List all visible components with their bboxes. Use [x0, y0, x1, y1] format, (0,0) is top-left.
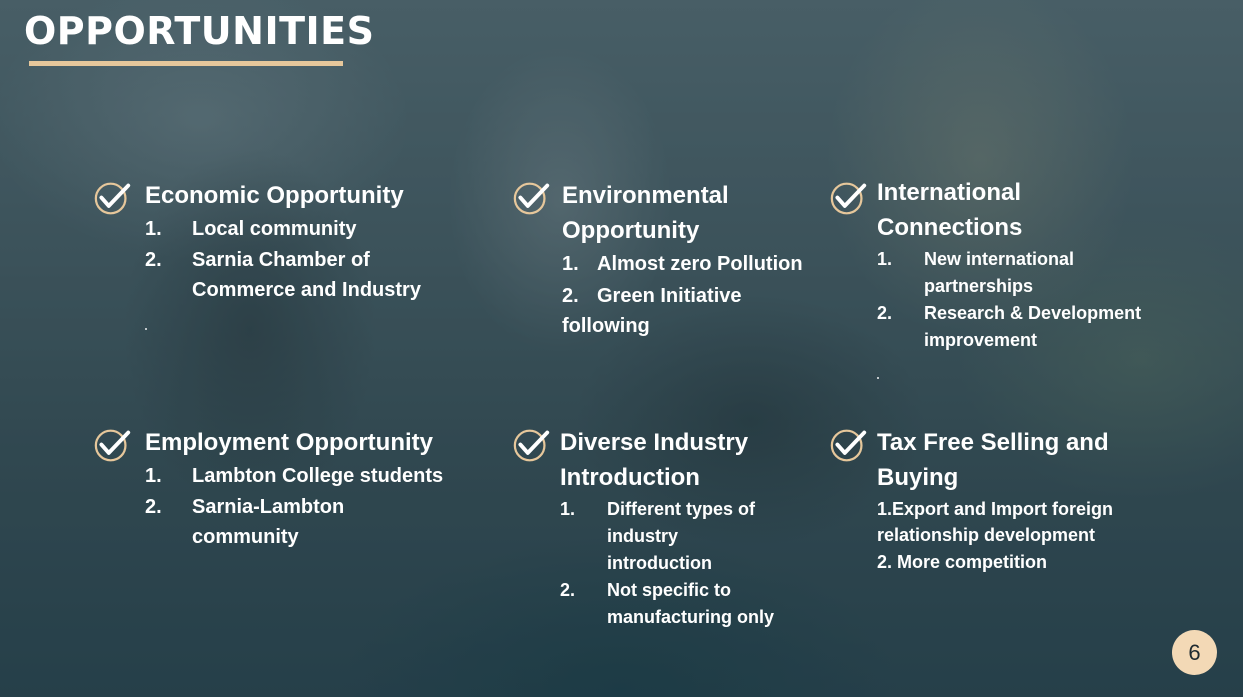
list-number: 2.	[562, 285, 579, 307]
opportunity-employment: Employment Opportunity 1. Lambton Colleg…	[94, 425, 474, 555]
list-number: 2.	[145, 496, 162, 518]
opportunity-list: 1.Export and Import foreign relationship…	[877, 496, 1137, 576]
stray-dot	[145, 328, 147, 330]
opportunity-list: 1. Lambton College students 2. Sarnia-La…	[145, 461, 465, 552]
check-circle-icon	[513, 182, 550, 215]
list-item: 1.Export and Import foreign relationship…	[877, 496, 1137, 548]
list-text: Sarnia-Lambton community	[192, 496, 345, 548]
list-item: 2. Research & Development improvement	[877, 300, 1162, 354]
list-text: 2. More competition	[877, 552, 1048, 572]
list-text: Almost zero Pollution	[597, 253, 803, 275]
list-number: 1.	[562, 253, 579, 275]
stray-dot	[877, 377, 879, 379]
list-item: 1. Different types of industry introduct…	[560, 496, 820, 577]
check-circle-icon	[830, 429, 867, 462]
opportunity-diverse-industry: Diverse Industry Introduction 1. Differe…	[513, 425, 823, 635]
list-text: Not specific to manufacturing only	[607, 580, 775, 627]
list-item: 2. Not specific to manufacturing only	[560, 577, 820, 631]
list-number: 2.	[877, 303, 893, 323]
opportunity-heading: Environmental Opportunity	[562, 182, 729, 244]
list-text: Green Initiative following	[562, 285, 742, 337]
list-item: 2. Green Initiative following	[562, 281, 762, 341]
opportunity-economic: Economic Opportunity 1. Local community …	[94, 178, 474, 338]
opportunity-heading: Employment Opportunity	[145, 429, 433, 456]
list-item: 1. Lambton College students	[145, 461, 465, 491]
opportunity-list: 1. New international partnerships 2. Res…	[877, 246, 1162, 354]
list-item: 1. Almost zero Pollution	[562, 249, 822, 279]
list-text: Sarnia Chamber of Commerce and Industry	[192, 249, 421, 301]
list-text: Local community	[192, 218, 357, 240]
list-item: 1. Local community	[145, 214, 465, 244]
list-number: 1.	[145, 218, 162, 240]
check-circle-icon	[513, 429, 550, 462]
list-number: 2.	[560, 580, 576, 600]
opportunity-list: 1. Different types of industry introduct…	[560, 496, 820, 631]
list-text: Research & Development improvement	[924, 303, 1142, 350]
list-item: 2. Sarnia Chamber of Commerce and Indust…	[145, 245, 465, 305]
opportunity-heading: Tax Free Selling and Buying	[877, 429, 1109, 491]
page-number-badge: 6	[1172, 630, 1217, 675]
check-circle-icon	[830, 182, 867, 215]
list-number: 1.	[877, 249, 893, 269]
opportunity-heading: International Connections	[877, 179, 1023, 241]
list-item: 2. Sarnia-Lambton community	[145, 492, 465, 552]
list-number: 1.	[145, 465, 162, 487]
list-number: 1.	[560, 499, 576, 519]
opportunity-tax-free: Tax Free Selling and Buying 1.Export and…	[830, 425, 1160, 585]
opportunity-heading: Economic Opportunity	[145, 182, 404, 209]
list-text: 1.Export and Import foreign relationship…	[877, 499, 1114, 545]
list-text: Lambton College students	[192, 465, 444, 487]
check-circle-icon	[94, 429, 131, 462]
list-item: 2. More competition	[877, 549, 1137, 576]
slide-title: OPPORTUNITIES	[24, 9, 375, 53]
check-circle-icon	[94, 182, 131, 215]
opportunity-international: International Connections 1. New interna…	[830, 175, 1160, 385]
opportunity-environmental: Environmental Opportunity 1. Almost zero…	[513, 178, 823, 348]
list-number: 2.	[145, 249, 162, 271]
list-text: Different types of industry introduction	[607, 499, 756, 573]
opportunity-list: 1. Almost zero Pollution 2. Green Initia…	[562, 249, 822, 341]
list-text: New international partnerships	[924, 249, 1075, 296]
title-underline	[29, 61, 343, 66]
opportunity-list: 1. Local community 2. Sarnia Chamber of …	[145, 214, 465, 305]
list-item: 1. New international partnerships	[877, 246, 1162, 300]
opportunity-heading: Diverse Industry Introduction	[560, 429, 749, 491]
